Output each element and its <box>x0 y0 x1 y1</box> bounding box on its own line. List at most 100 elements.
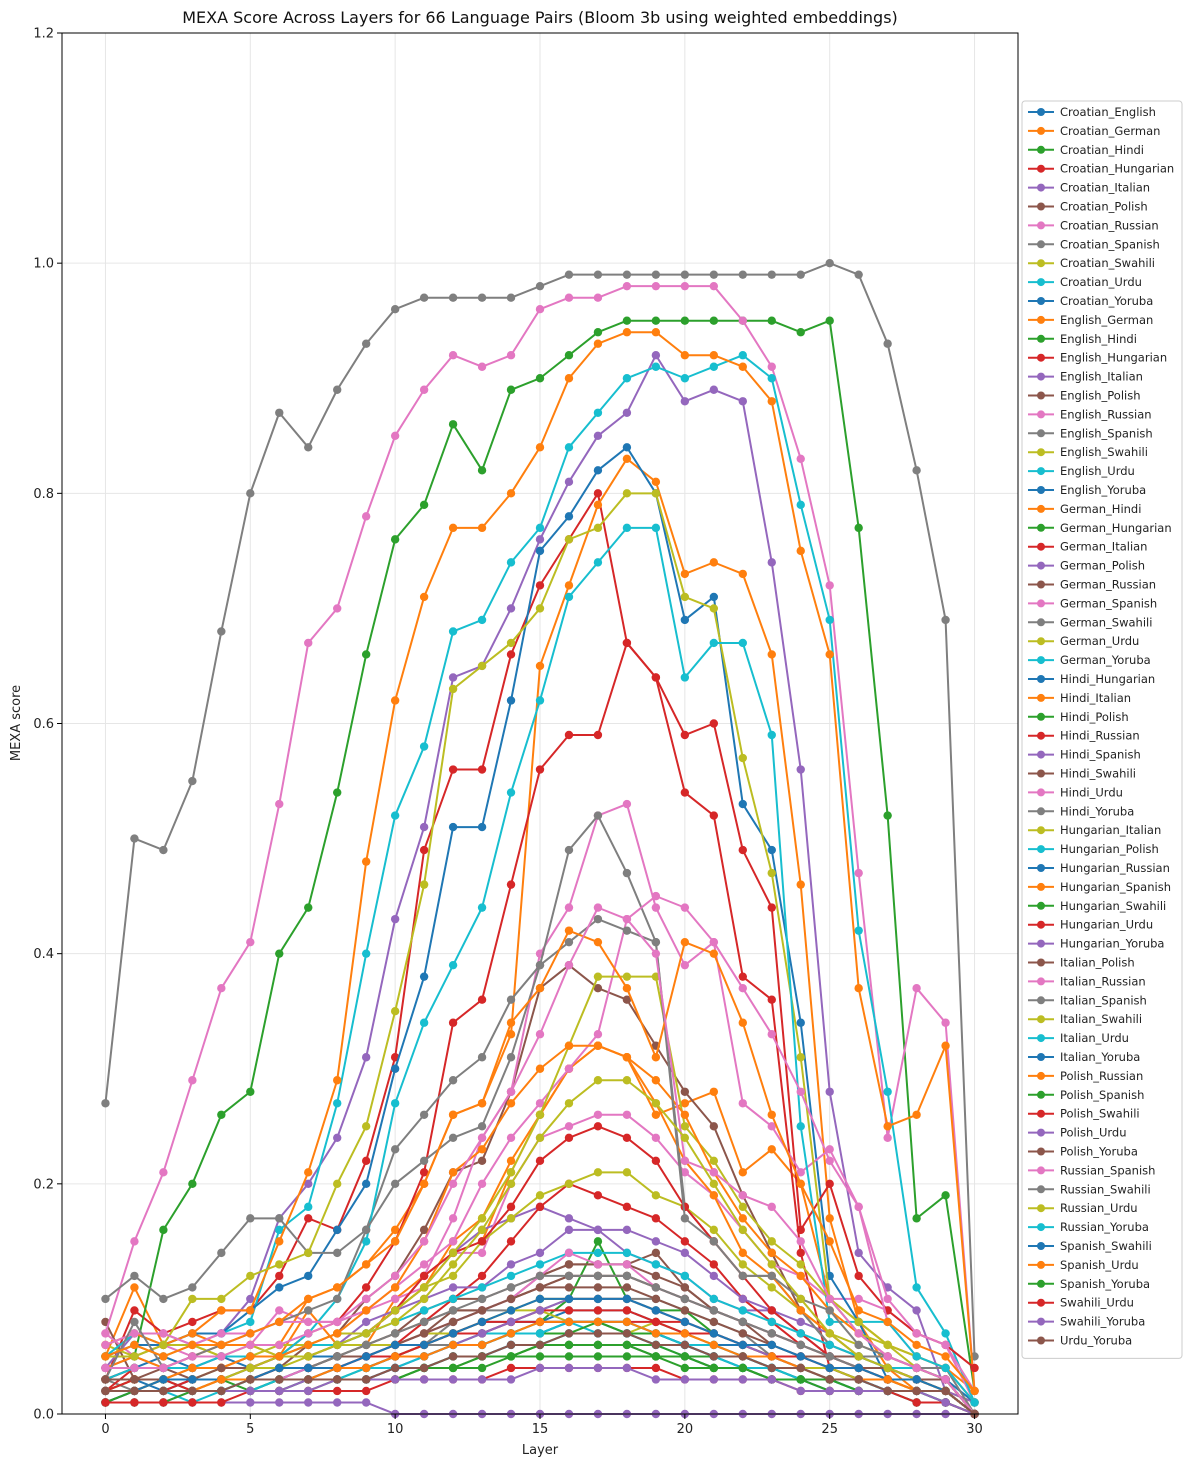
data-point <box>361 1225 371 1235</box>
data-point <box>419 1179 429 1189</box>
data-point <box>709 362 719 371</box>
data-point <box>709 1087 719 1096</box>
data-point <box>506 1030 516 1039</box>
data-point <box>622 1110 632 1119</box>
data-point <box>506 489 516 498</box>
data-point <box>680 1133 690 1143</box>
legend-swatch-marker <box>1037 126 1045 135</box>
series-Urdu_Yoruba <box>101 1329 979 1419</box>
legend-entry: German_Yoruba <box>1028 653 1151 667</box>
data-point <box>622 638 632 648</box>
data-point <box>304 1329 313 1338</box>
data-point <box>564 1064 574 1073</box>
data-point <box>535 1317 545 1327</box>
data-point <box>448 1283 458 1292</box>
legend-label: Hindi_Italian <box>1060 691 1131 705</box>
data-point <box>361 1156 371 1166</box>
legend-swatch-marker <box>1037 1336 1045 1345</box>
data-point <box>506 1133 516 1143</box>
legend-label: Italian_Polish <box>1060 956 1135 970</box>
data-point <box>883 1294 892 1304</box>
data-point <box>622 983 632 993</box>
data-point <box>854 1271 863 1281</box>
data-point <box>622 316 632 325</box>
legend-label: German_Italian <box>1060 540 1147 554</box>
data-point <box>477 523 487 533</box>
data-point <box>419 1156 429 1166</box>
data-point <box>448 1340 458 1350</box>
data-point <box>796 1375 805 1384</box>
data-point <box>535 1191 545 1200</box>
data-point <box>564 730 574 740</box>
data-point <box>651 1099 661 1108</box>
legend-entry: Hindi_Spanish <box>1028 748 1141 762</box>
data-point <box>275 1375 284 1384</box>
data-point <box>651 1248 661 1258</box>
data-point <box>970 1363 979 1373</box>
data-point <box>738 845 747 855</box>
data-point <box>825 615 834 625</box>
data-point <box>709 638 719 648</box>
legend-label: Hungarian_Yoruba <box>1060 937 1164 951</box>
data-point <box>535 1260 545 1269</box>
data-point <box>564 1294 574 1304</box>
legend-entry: Hindi_Polish <box>1028 710 1129 724</box>
data-point <box>448 822 458 832</box>
data-point <box>767 1145 776 1154</box>
data-point <box>912 466 921 475</box>
data-point <box>390 1317 400 1327</box>
data-point <box>709 1225 719 1235</box>
data-point <box>796 1271 805 1281</box>
data-point <box>477 1053 487 1062</box>
data-point <box>246 1087 255 1096</box>
data-point <box>680 281 690 291</box>
y-tick-label: 1.0 <box>33 257 54 272</box>
data-point <box>622 914 632 924</box>
legend-label: Hindi_Yoruba <box>1060 804 1134 818</box>
data-point <box>564 1225 574 1235</box>
data-point <box>564 592 574 602</box>
data-point <box>130 1398 139 1407</box>
data-point <box>477 362 487 371</box>
data-point <box>477 1225 487 1235</box>
legend-entry: English_Polish <box>1028 389 1141 403</box>
data-point <box>738 351 747 360</box>
data-point <box>390 431 400 440</box>
data-point <box>564 1179 574 1189</box>
data-point <box>419 1352 429 1361</box>
data-point <box>506 385 516 394</box>
data-point <box>622 799 632 809</box>
data-point <box>767 1317 776 1327</box>
data-point <box>564 1260 574 1269</box>
data-point <box>390 1329 400 1338</box>
data-point <box>246 937 255 947</box>
legend-label: Russian_Yoruba <box>1060 1220 1149 1234</box>
legend-entry: Polish_Swahili <box>1028 1107 1140 1121</box>
data-point <box>622 1271 632 1281</box>
legend-entry: Hungarian_Russian <box>1028 861 1170 875</box>
data-point <box>883 1386 892 1396</box>
data-point <box>217 1398 226 1407</box>
data-point <box>709 1294 719 1304</box>
data-point <box>419 1110 429 1119</box>
data-point <box>651 1237 661 1246</box>
data-point <box>419 1329 429 1338</box>
legend-label: Hindi_Russian <box>1060 729 1140 743</box>
data-point <box>564 1099 574 1108</box>
data-point <box>593 1329 603 1338</box>
data-point <box>448 293 458 302</box>
data-point <box>390 1064 400 1073</box>
legend-entry: German_Hindi <box>1028 502 1141 516</box>
legend-label: English_Italian <box>1060 370 1143 384</box>
data-point <box>941 1386 950 1396</box>
data-point <box>796 546 805 556</box>
legend-swatch-marker <box>1037 1147 1045 1156</box>
data-point <box>767 1271 776 1281</box>
data-point <box>564 1248 574 1258</box>
data-point <box>796 1386 805 1396</box>
data-point <box>217 1375 226 1384</box>
legend-label: Polish_Spanish <box>1060 1088 1144 1102</box>
data-point <box>796 1122 805 1131</box>
data-point <box>680 1248 690 1258</box>
data-point <box>535 1248 545 1258</box>
